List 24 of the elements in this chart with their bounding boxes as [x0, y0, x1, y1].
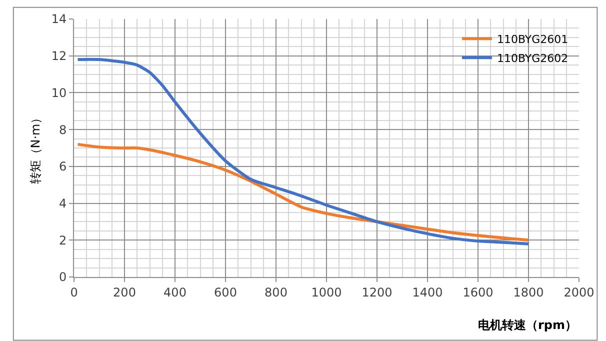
y-tick-label: 8	[58, 122, 67, 137]
y-tick-label: 14	[51, 12, 67, 26]
x-tick-label: 600	[214, 285, 237, 300]
x-tick-label: 1600	[462, 285, 494, 300]
y-tick-label: 0	[58, 270, 67, 284]
y-tick-label: 10	[51, 86, 67, 100]
x-tick-label: 800	[264, 285, 288, 300]
line-series	[76, 142, 530, 242]
x-tick-label: 1000	[311, 285, 342, 300]
y-tick-label: 12	[51, 49, 67, 64]
x-tick-label: 200	[113, 285, 136, 300]
x-tick-label: 2000	[564, 285, 594, 300]
y-tick-label: 6	[58, 160, 67, 174]
x-axis-title: 电机转速（rpm）	[478, 318, 578, 332]
y-axis-title: 转矩（N·m）	[28, 112, 43, 184]
x-tick-label: 0	[70, 285, 78, 300]
x-tick-label: 1800	[513, 285, 544, 300]
legend-label: 110BYG2601	[496, 32, 568, 46]
y-tick-label: 2	[58, 233, 67, 248]
legend-label: 110BYG2602	[496, 52, 568, 65]
x-tick-label: 400	[164, 285, 186, 300]
x-tick-label: 1200	[362, 285, 392, 300]
x-tick-label: 1400	[412, 285, 443, 300]
y-tick-label: 4	[58, 196, 67, 210]
